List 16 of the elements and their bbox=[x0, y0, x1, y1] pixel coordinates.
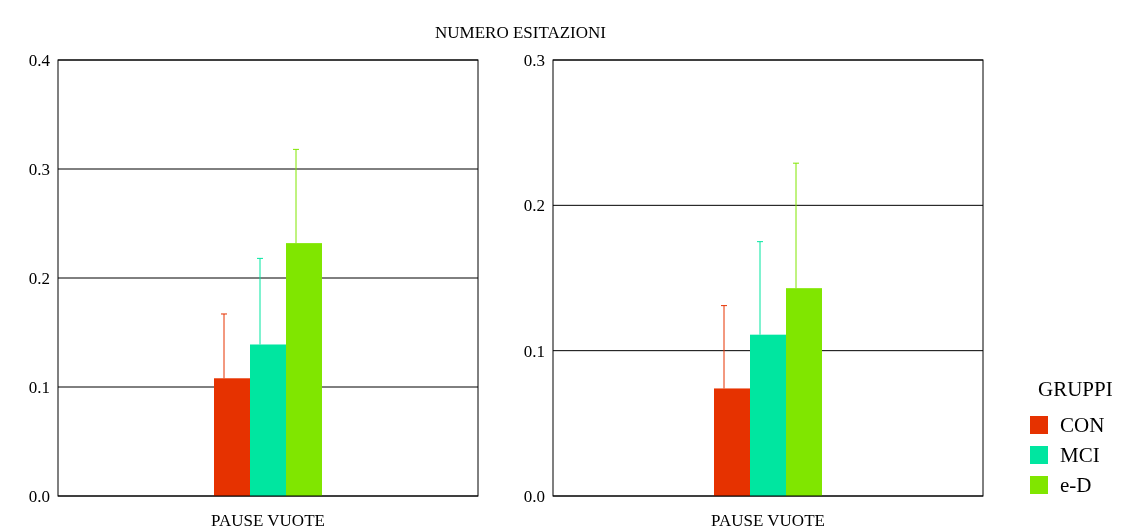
y-tick-label: 0.2 bbox=[523, 196, 545, 216]
y-tick-label: 0.1 bbox=[523, 341, 545, 361]
legend-label: e-D bbox=[1060, 473, 1092, 498]
y-tick-label: 0.1 bbox=[28, 377, 50, 397]
x-tick-label: PAUSE VUOTE bbox=[211, 511, 325, 530]
y-tick-label: 0.2 bbox=[28, 268, 50, 288]
y-tick-label: 0.3 bbox=[523, 50, 545, 70]
legend-title: GRUPPI bbox=[1038, 377, 1113, 401]
y-tick-label: 0.3 bbox=[28, 159, 50, 179]
x-tick-label: PAUSE VUOTE bbox=[711, 511, 825, 530]
legend-label: CON bbox=[1060, 413, 1105, 438]
legend-label: MCI bbox=[1060, 443, 1100, 468]
y-tick-label: 0.4 bbox=[28, 50, 51, 70]
y-tick-label: 0.0 bbox=[523, 486, 545, 506]
y-tick-label: 0.0 bbox=[28, 486, 50, 506]
text: NUMERO ESITAZIONI bbox=[435, 23, 607, 42]
